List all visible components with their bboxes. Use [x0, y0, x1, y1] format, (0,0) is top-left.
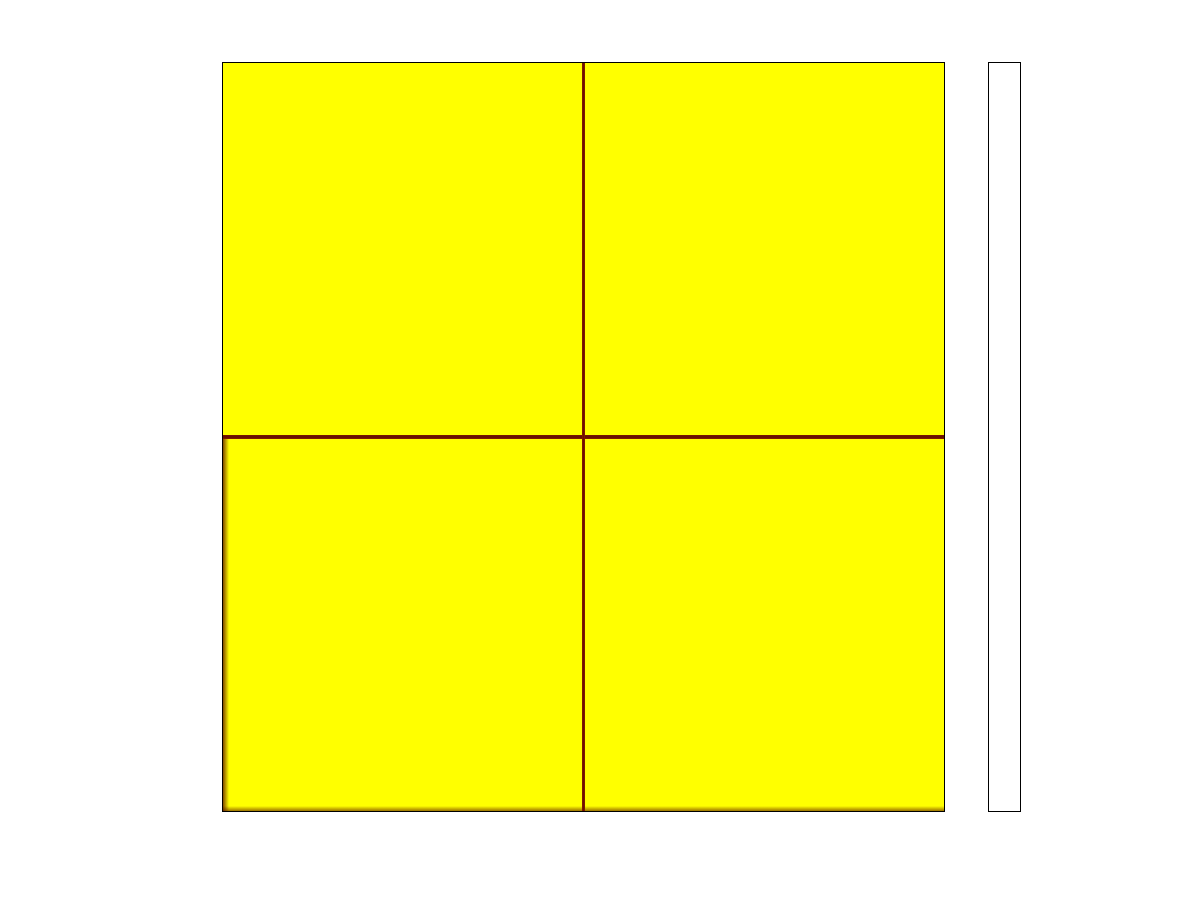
- quadrant-fe3: [584, 437, 945, 811]
- quadrant-fe4: [584, 63, 945, 437]
- left-edge-shading: [223, 437, 229, 811]
- quadrant-separator-vertical: [582, 63, 585, 811]
- quadrant-fe2: [223, 437, 584, 811]
- colorbar: [988, 62, 1021, 812]
- quadrant-fe1: [223, 63, 584, 437]
- heatmap-axes: [222, 62, 945, 812]
- colorbar-gradient: [989, 63, 1020, 811]
